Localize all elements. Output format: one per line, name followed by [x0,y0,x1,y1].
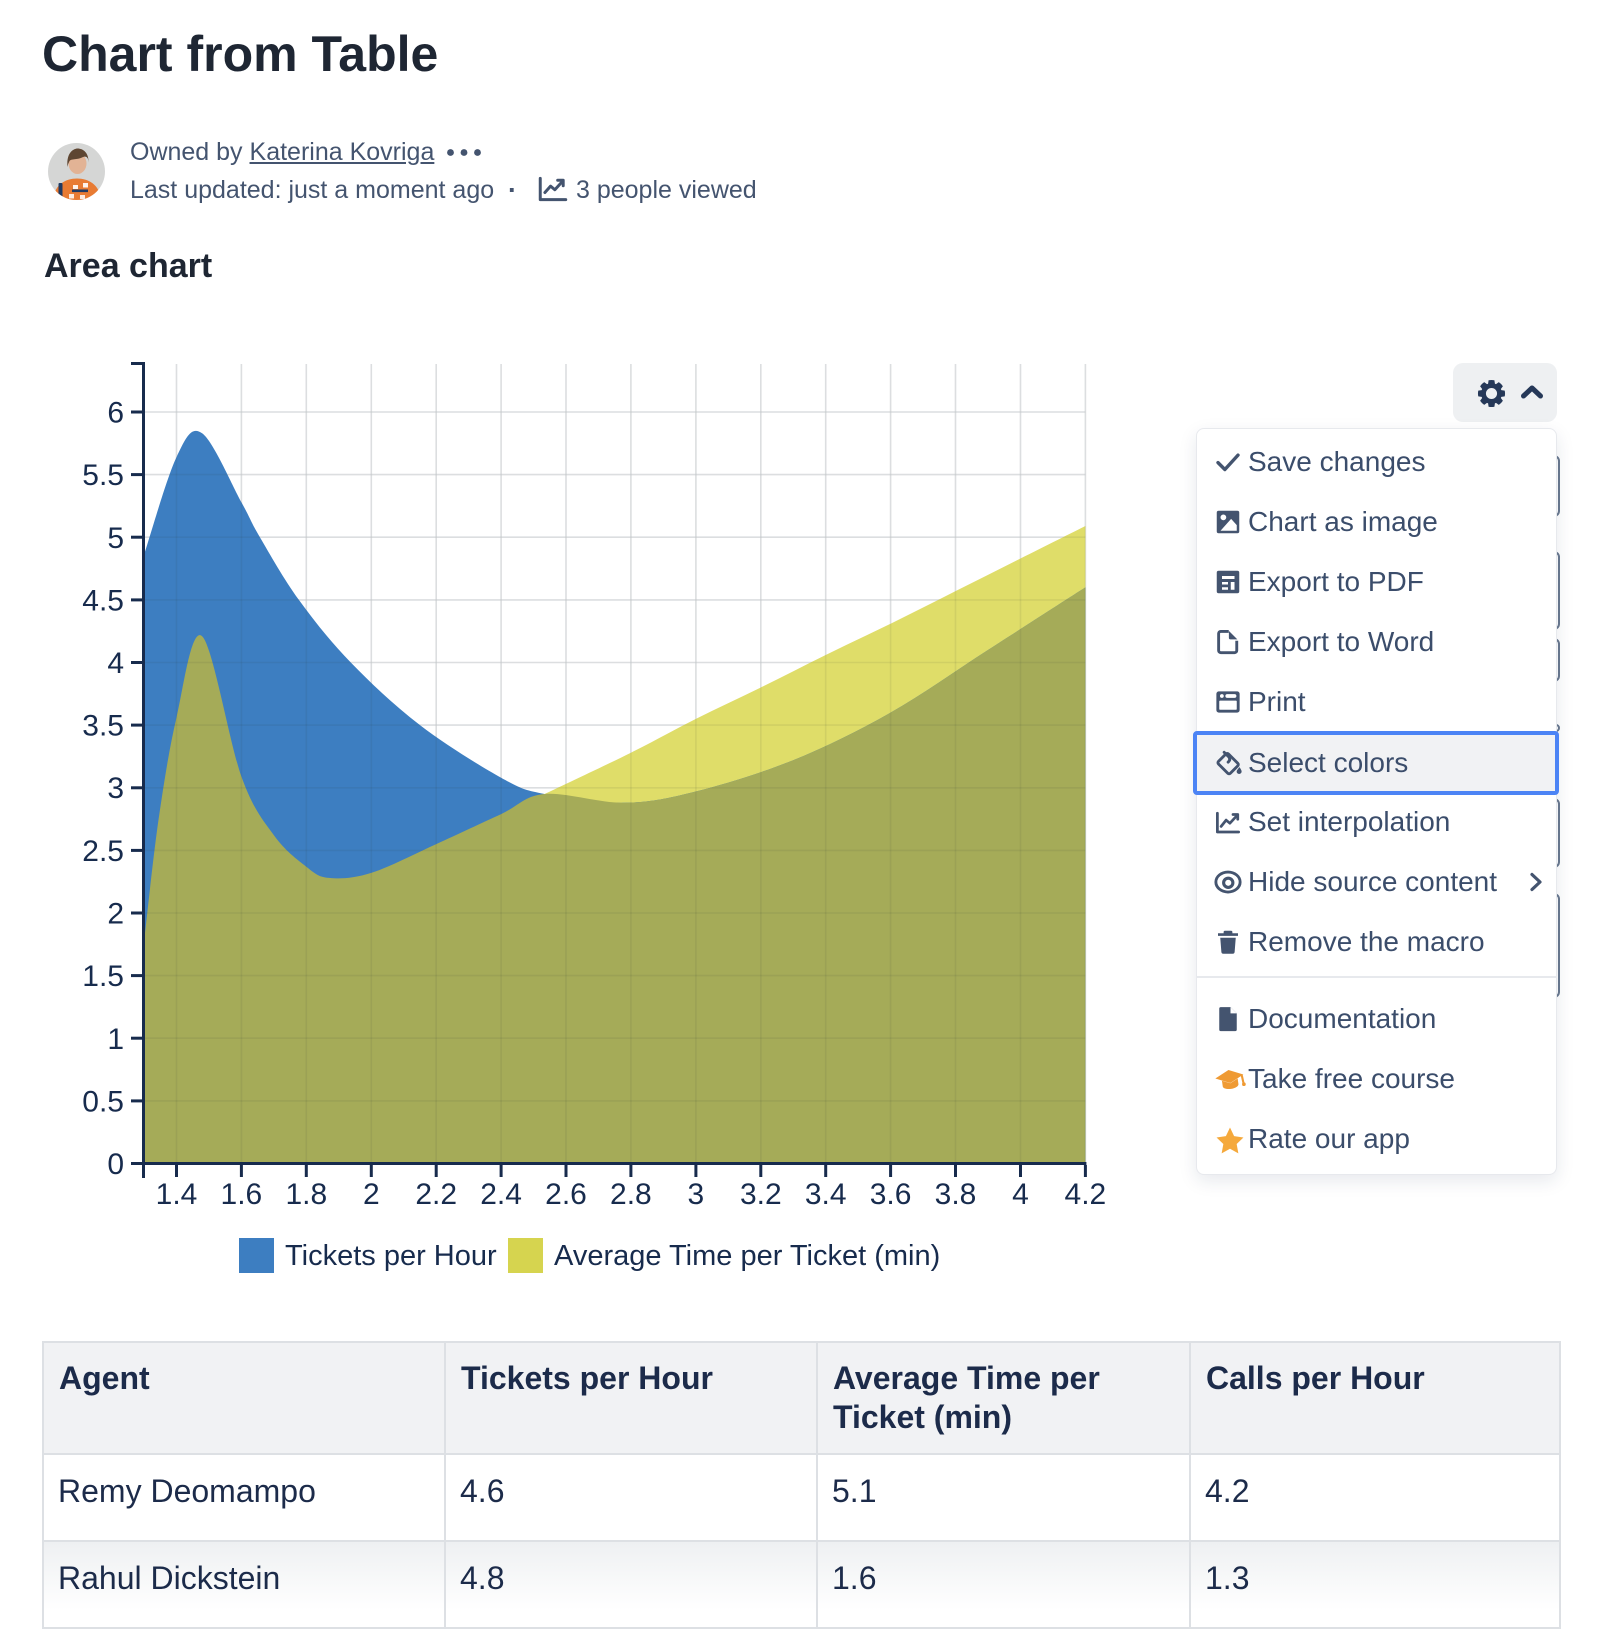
svg-text:6: 6 [107,397,124,430]
svg-text:3: 3 [107,772,124,805]
svg-text:4.2: 4.2 [1065,1178,1107,1211]
svg-text:Average Time per Ticket (min): Average Time per Ticket (min) [554,1240,940,1272]
svg-text:4: 4 [107,647,124,680]
svg-text:Tickets per Hour: Tickets per Hour [285,1240,497,1272]
svg-text:4.5: 4.5 [82,584,124,617]
svg-text:0: 0 [107,1148,124,1181]
svg-text:0.5: 0.5 [82,1085,124,1118]
svg-text:2.4: 2.4 [480,1178,522,1211]
svg-text:1.4: 1.4 [156,1178,198,1211]
svg-text:2.8: 2.8 [610,1178,652,1211]
svg-text:3.6: 3.6 [870,1178,912,1211]
svg-text:3.4: 3.4 [805,1178,847,1211]
svg-text:2: 2 [363,1178,380,1211]
svg-text:1.8: 1.8 [285,1178,327,1211]
svg-text:3: 3 [688,1178,705,1211]
svg-text:2.6: 2.6 [545,1178,587,1211]
svg-text:4: 4 [1012,1178,1029,1211]
svg-text:5: 5 [107,522,124,555]
svg-text:2.2: 2.2 [415,1178,457,1211]
svg-text:5.5: 5.5 [82,459,124,492]
svg-text:2.5: 2.5 [82,835,124,868]
svg-text:3.8: 3.8 [935,1178,977,1211]
svg-text:1.6: 1.6 [221,1178,263,1211]
svg-text:3.5: 3.5 [82,710,124,743]
svg-text:1: 1 [107,1023,124,1056]
svg-text:3.2: 3.2 [740,1178,782,1211]
svg-text:2: 2 [107,898,124,931]
svg-text:1.5: 1.5 [82,960,124,993]
